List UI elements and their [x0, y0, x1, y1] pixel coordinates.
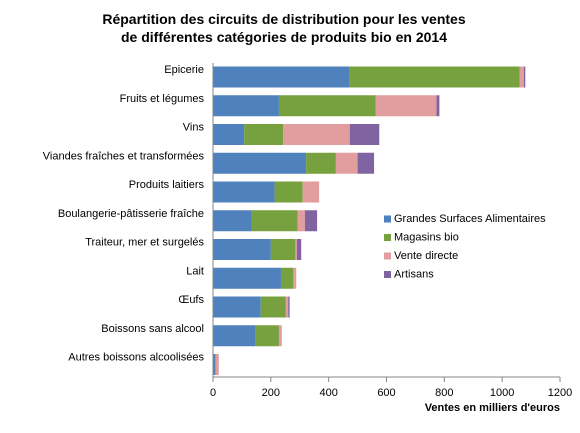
legend-swatch — [384, 252, 391, 260]
bar-segment-0-3 — [523, 66, 526, 88]
bar-segment-4-0 — [213, 181, 275, 203]
bar-segment-7-0 — [213, 267, 281, 289]
bar-segment-6-3 — [296, 239, 302, 260]
category-label: Produits laitiers — [129, 179, 205, 191]
category-label: Autres boissons alcoolisées — [68, 352, 204, 364]
bar-segment-3-3 — [357, 152, 375, 174]
legend: Grandes Surfaces Alimentaires Magasins bi… — [384, 213, 546, 281]
x-tick-label: 0 — [210, 387, 216, 399]
bar-segment-1-3 — [436, 95, 440, 117]
x-tick-label: 400 — [319, 387, 337, 399]
bars-layer — [213, 66, 526, 375]
legend-swatch — [384, 234, 391, 241]
x-tick-label: 800 — [435, 387, 453, 399]
bar-segment-6-2 — [295, 239, 297, 260]
bar-segment-0-1 — [349, 66, 520, 88]
chart-title-line-2: de différentes catégories de produits bi… — [121, 29, 447, 45]
bar-segment-10-1 — [215, 354, 216, 375]
bar-segment-2-0 — [213, 124, 245, 145]
legend-entry: Vente directe — [394, 250, 458, 262]
bar-segment-6-0 — [213, 239, 271, 260]
bar-segment-10-0 — [213, 354, 216, 375]
bar-segment-1-0 — [213, 95, 279, 117]
category-label: Boissons sans alcool — [101, 323, 204, 335]
bar-segment-1-2 — [375, 95, 437, 117]
chart-title-line-1: Répartition des circuits de distribution… — [102, 11, 466, 27]
bar-segment-3-0 — [213, 152, 307, 174]
category-label: Lait — [186, 265, 204, 277]
legend-entry: Grandes Surfaces Alimentaires — [394, 213, 546, 225]
x-axis: 0 200 400 600 800 1000 1200 — [210, 63, 572, 399]
x-tick-label: 600 — [377, 387, 395, 399]
legend-swatch — [384, 215, 391, 223]
bar-segment-0-0 — [213, 66, 350, 88]
category-label: Boulangerie-pâtisserie fraîche — [58, 208, 204, 220]
bar-segment-4-1 — [274, 181, 303, 203]
bar-segment-8-1 — [260, 296, 286, 318]
legend-swatch — [384, 271, 391, 278]
legend-entry: Artisans — [394, 269, 434, 281]
category-label: Fruits et légumes — [120, 93, 205, 105]
bar-segment-9-1 — [255, 325, 279, 347]
x-tick-label: 1200 — [548, 387, 572, 399]
bar-segment-1-1 — [278, 95, 376, 117]
bar-segment-5-0 — [213, 210, 252, 232]
x-axis-label: Ventes en milliers d'euros — [425, 402, 560, 414]
bar-segment-0-2 — [519, 66, 524, 88]
bar-segment-5-2 — [297, 210, 305, 232]
bar-segment-7-2 — [293, 267, 297, 289]
bar-segment-9-2 — [278, 325, 282, 347]
category-label: Epicerie — [164, 64, 204, 76]
bar-segment-9-0 — [213, 325, 256, 347]
bar-segment-8-0 — [213, 296, 261, 318]
bar-segment-2-2 — [283, 124, 350, 145]
x-tick-label: 200 — [262, 387, 280, 399]
bar-segment-10-2 — [215, 354, 219, 375]
category-label: Viandes fraîches et transformées — [43, 150, 205, 162]
bar-segment-3-1 — [306, 152, 336, 174]
bar-segment-7-1 — [280, 267, 294, 289]
category-labels: Epicerie Fruits et légumes Vins Viandes fra… — [43, 64, 205, 364]
category-label: Vins — [183, 122, 205, 134]
category-label: Œufs — [178, 294, 204, 306]
bar-segment-2-1 — [244, 124, 284, 145]
bar-segment-3-2 — [335, 152, 358, 174]
bar-segment-6-1 — [270, 239, 296, 260]
x-tick-label: 1000 — [490, 387, 514, 399]
bar-segment-4-2 — [302, 181, 320, 203]
bar-segment-5-1 — [251, 210, 298, 232]
bar-segment-5-3 — [304, 210, 318, 232]
bar-segment-2-3 — [349, 124, 380, 145]
bar-segment-8-3 — [288, 296, 290, 318]
category-label: Traiteur, mer et surgelés — [85, 237, 204, 249]
legend-entry: Magasins bio — [394, 232, 459, 244]
bar-segment-8-2 — [285, 296, 289, 318]
